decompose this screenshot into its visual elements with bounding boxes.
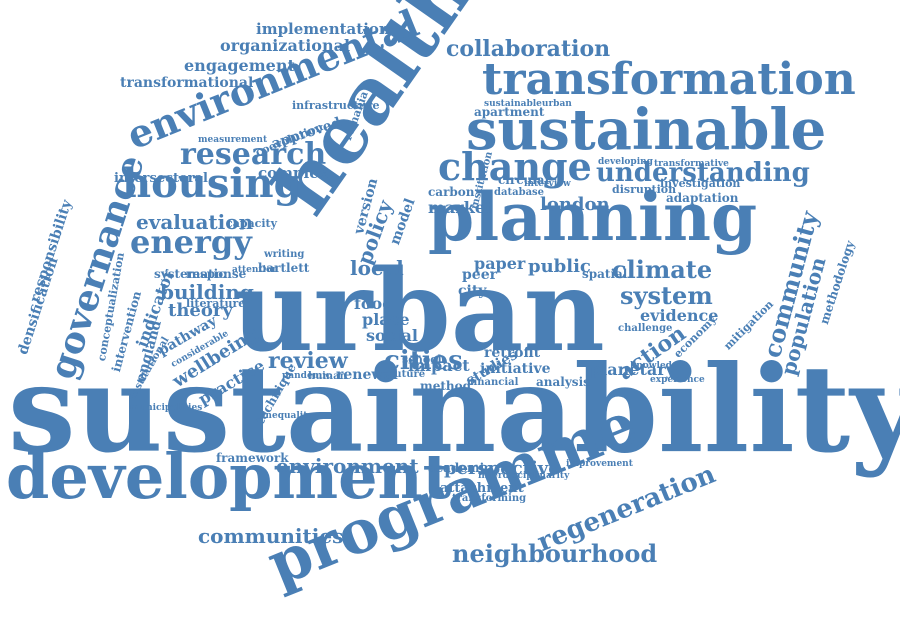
word-knowledge: knowledge bbox=[630, 362, 684, 371]
word-transformation: transformation bbox=[482, 58, 856, 102]
word-market: market bbox=[428, 200, 492, 216]
word-spatial: spatial bbox=[582, 268, 627, 280]
word-future: future bbox=[390, 370, 425, 380]
word-engagement: engagement bbox=[184, 58, 295, 74]
word-writing: writing bbox=[264, 250, 304, 260]
word-analysis: analysis bbox=[536, 376, 590, 388]
word-framework: framework bbox=[216, 452, 289, 464]
word-adaptation: adaptation bbox=[666, 192, 738, 204]
word-interview: interview bbox=[524, 180, 571, 189]
word-complex: complex bbox=[258, 166, 328, 181]
word-system: system bbox=[620, 284, 713, 308]
word-environment: environment bbox=[276, 456, 419, 476]
word-measurement: measurement bbox=[198, 136, 267, 145]
word-peer: peer bbox=[462, 268, 497, 282]
word-capacity: capacity bbox=[226, 218, 277, 229]
word-experience: experience bbox=[650, 376, 705, 385]
word-school: school bbox=[402, 354, 442, 365]
word-disruption: disruption bbox=[612, 184, 676, 195]
word-interdisciplinarity: interdisciplinarity bbox=[478, 472, 569, 481]
word-intersectoral: intersectoral bbox=[114, 172, 208, 185]
word-implementation: implementation bbox=[256, 22, 390, 37]
word-communities: communities bbox=[198, 526, 343, 546]
word-transformational: transformational bbox=[120, 76, 253, 90]
word-attention: attention bbox=[232, 266, 279, 275]
word-improvement: improvement bbox=[566, 460, 633, 469]
word-pandemic: pandemic bbox=[282, 372, 331, 381]
word-literature: literature bbox=[186, 298, 245, 309]
word-organizational: organizational bbox=[220, 38, 350, 54]
word-transforming: transforming bbox=[452, 494, 526, 504]
word-carbon: carbon bbox=[428, 186, 475, 198]
word-database: database bbox=[494, 188, 544, 198]
word-collaboration: collaboration bbox=[446, 38, 610, 60]
word-city: city bbox=[458, 284, 486, 298]
word-developing: developing bbox=[598, 158, 653, 167]
word-municipalities: municipalities bbox=[130, 404, 202, 413]
word-sustainableurban: sustainableurban bbox=[484, 100, 572, 109]
word-method: method bbox=[420, 380, 471, 392]
word-challenge: challenge bbox=[618, 324, 672, 334]
word-transformative: transformative bbox=[654, 160, 729, 169]
word-inequality: inequality bbox=[262, 412, 313, 421]
word-london: london bbox=[540, 196, 610, 214]
word-social: social bbox=[366, 328, 418, 344]
